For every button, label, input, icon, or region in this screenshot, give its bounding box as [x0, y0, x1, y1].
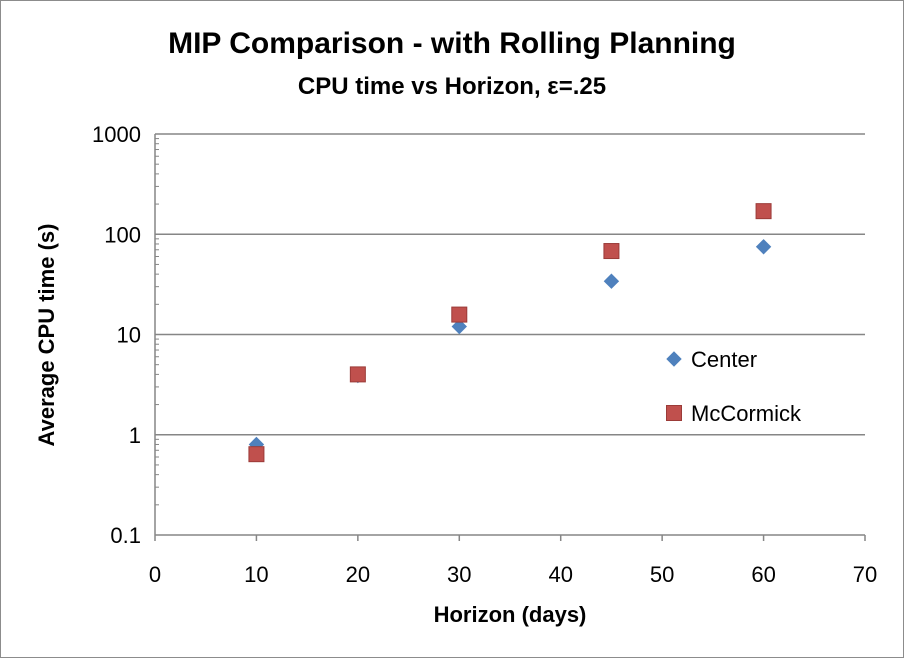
center-point: [603, 273, 620, 289]
x-tick-label: 20: [346, 562, 370, 587]
x-tick-label: 0: [149, 562, 161, 587]
y-tick-label: 1: [129, 423, 141, 448]
center-point: [755, 239, 772, 255]
x-tick-label: 70: [853, 562, 877, 587]
x-tick-label: 50: [650, 562, 674, 587]
axes: [154, 134, 866, 541]
y-tick-labels: 0.1 1 10 100 1000: [92, 122, 141, 548]
legend-center-label: Center: [691, 347, 757, 372]
mccormick-point: [248, 446, 265, 463]
y-axis-label: Average CPU time (s): [34, 224, 59, 447]
mccormick-point: [349, 366, 366, 383]
y-tick-label: 100: [104, 222, 141, 247]
x-tick-label: 60: [751, 562, 775, 587]
data-points: [248, 203, 772, 463]
center-point: [451, 318, 467, 335]
mccormick-point: [755, 203, 772, 220]
chart-subtitle: CPU time vs Horizon, ε=.25: [298, 73, 606, 100]
mccormick-point: [451, 306, 468, 323]
x-tick-label: 10: [244, 562, 268, 587]
x-tick-label: 30: [447, 562, 471, 587]
legend: Center McCormick: [666, 347, 802, 426]
legend-mccormick-marker: [666, 405, 682, 421]
legend-center-marker: [666, 351, 682, 367]
y-tick-label: 10: [117, 323, 141, 348]
y-tick-label: 1000: [92, 122, 141, 147]
x-tick-labels: 0 10 20 30 40 50 60 70: [149, 562, 877, 587]
y-tick-label: 0.1: [110, 523, 141, 548]
gridlines: [155, 133, 865, 436]
mccormick-point: [603, 243, 620, 260]
x-tick-label: 40: [548, 562, 572, 587]
chart-title: MIP Comparison - with Rolling Planning: [168, 27, 736, 60]
legend-mccormick-label: McCormick: [691, 401, 802, 426]
x-axis-label: Horizon (days): [434, 602, 587, 627]
